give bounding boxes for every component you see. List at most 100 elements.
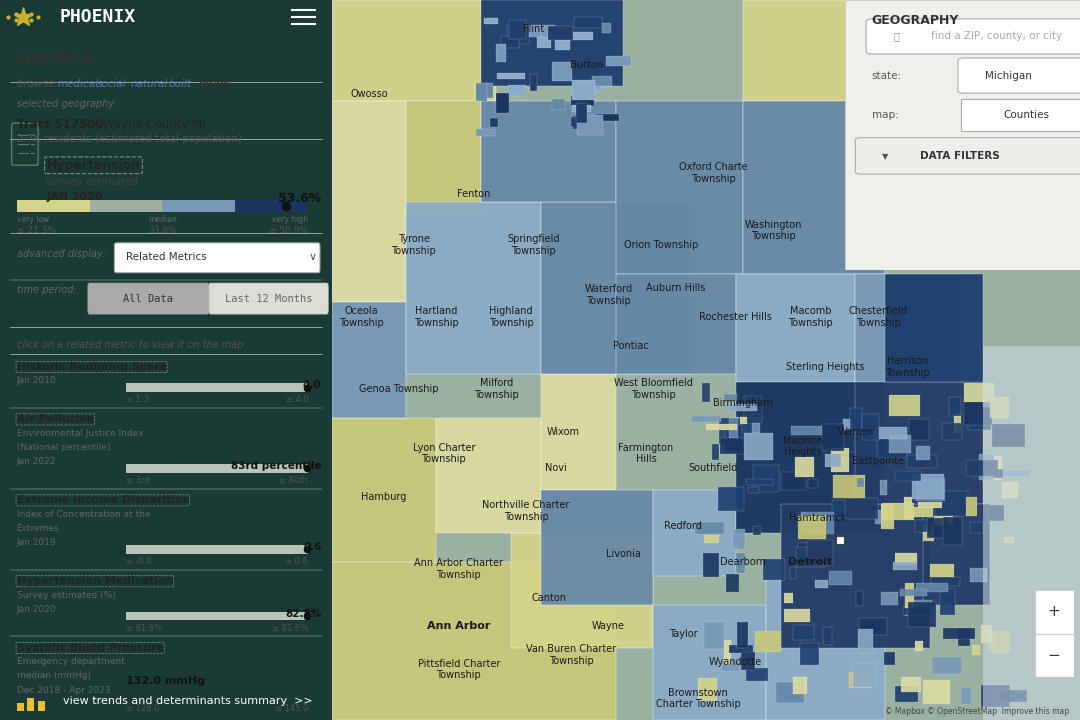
Text: Van Buren Charter
Township: Van Buren Charter Township bbox=[526, 644, 617, 666]
Bar bbox=[481, 83, 494, 98]
Bar bbox=[905, 583, 914, 608]
Text: 4.0: 4.0 bbox=[303, 380, 322, 390]
Text: find a ZIP, county, or city: find a ZIP, county, or city bbox=[931, 32, 1062, 42]
Text: Northville Charter
Township: Northville Charter Township bbox=[483, 500, 570, 522]
Text: Waterford
Township: Waterford Township bbox=[584, 284, 633, 306]
Bar bbox=[862, 414, 879, 440]
Text: DATA FILTERS: DATA FILTERS bbox=[920, 151, 1000, 161]
FancyBboxPatch shape bbox=[866, 19, 1080, 54]
Bar bbox=[691, 416, 721, 422]
Text: Dearborn: Dearborn bbox=[720, 557, 766, 567]
Text: state:: state: bbox=[872, 71, 902, 81]
Text: ∨: ∨ bbox=[309, 251, 316, 261]
Bar bbox=[964, 400, 993, 425]
Text: Sterling Heights: Sterling Heights bbox=[786, 362, 865, 372]
Text: 🔍: 🔍 bbox=[893, 32, 899, 42]
Bar bbox=[832, 500, 858, 518]
Bar bbox=[737, 622, 748, 647]
Text: Warren: Warren bbox=[838, 427, 873, 437]
Bar bbox=[573, 17, 602, 28]
Bar bbox=[753, 465, 779, 492]
Bar bbox=[982, 685, 1010, 708]
Bar bbox=[653, 605, 766, 720]
Text: Milford
Township: Milford Township bbox=[474, 378, 518, 400]
Bar bbox=[704, 622, 724, 649]
Text: Michigan: Michigan bbox=[985, 71, 1031, 81]
Bar bbox=[825, 454, 841, 467]
Text: Survey estimated (%): Survey estimated (%) bbox=[16, 590, 116, 600]
Text: Novi: Novi bbox=[545, 463, 567, 473]
Bar bbox=[922, 504, 990, 605]
Bar bbox=[735, 417, 760, 433]
Bar bbox=[745, 668, 768, 681]
Text: Last 12 Months: Last 12 Months bbox=[225, 294, 312, 304]
Bar bbox=[875, 510, 882, 524]
Text: Hamburg: Hamburg bbox=[362, 492, 407, 502]
Text: PHOENIX: PHOENIX bbox=[59, 8, 136, 26]
Text: Orion Township: Orion Township bbox=[623, 240, 698, 250]
Bar bbox=[916, 582, 948, 592]
Text: Lake
Erie: Lake Erie bbox=[1020, 176, 1043, 198]
Text: very high: very high bbox=[272, 215, 309, 224]
Bar bbox=[566, 32, 593, 40]
Bar bbox=[889, 395, 920, 415]
Text: ≤ 128.0: ≤ 128.0 bbox=[126, 704, 160, 714]
Bar bbox=[793, 626, 813, 641]
Bar bbox=[814, 580, 828, 588]
Text: 82.8%: 82.8% bbox=[285, 608, 322, 618]
Bar bbox=[741, 652, 755, 670]
Text: Dec 2018 - Apr 2023: Dec 2018 - Apr 2023 bbox=[16, 685, 110, 695]
Bar bbox=[725, 425, 742, 451]
Bar bbox=[781, 504, 930, 648]
Text: Owosso: Owosso bbox=[350, 89, 388, 99]
Bar bbox=[616, 274, 735, 374]
Bar bbox=[541, 490, 653, 605]
Bar bbox=[849, 672, 870, 688]
Bar bbox=[822, 424, 843, 451]
Bar bbox=[908, 603, 935, 627]
Text: vitals: vitals bbox=[198, 79, 230, 89]
Text: Birmingham: Birmingham bbox=[713, 398, 773, 408]
Bar bbox=[721, 661, 741, 671]
Bar bbox=[850, 408, 862, 431]
Bar bbox=[703, 554, 719, 577]
Bar bbox=[784, 609, 810, 622]
FancyBboxPatch shape bbox=[208, 283, 328, 314]
Text: ≥ 4.0: ≥ 4.0 bbox=[285, 395, 309, 404]
Bar bbox=[729, 645, 753, 653]
Text: © Mapbox © OpenStreetMap  Improve this map: © Mapbox © OpenStreetMap Improve this ma… bbox=[885, 707, 1069, 716]
Bar bbox=[954, 414, 961, 433]
Text: Livonia: Livonia bbox=[606, 549, 640, 559]
Bar bbox=[594, 83, 603, 91]
Text: Jan 2019: Jan 2019 bbox=[16, 538, 56, 547]
Bar bbox=[235, 200, 309, 212]
Bar bbox=[968, 423, 990, 431]
Text: advanced display:: advanced display: bbox=[16, 248, 106, 258]
Text: Jan 2022: Jan 2022 bbox=[16, 457, 56, 466]
Text: Pontiac: Pontiac bbox=[613, 341, 649, 351]
Bar bbox=[901, 678, 921, 693]
Bar bbox=[570, 117, 585, 127]
Bar bbox=[553, 99, 565, 110]
Text: Historic Redlining Score: Historic Redlining Score bbox=[16, 362, 166, 372]
Text: Detroit: Detroit bbox=[788, 557, 833, 567]
Bar bbox=[743, 433, 772, 460]
Bar bbox=[998, 470, 1030, 477]
Bar bbox=[484, 18, 498, 24]
Text: Wixom: Wixom bbox=[548, 427, 580, 437]
Text: 53.6%: 53.6% bbox=[279, 192, 322, 205]
Text: Extremes: Extremes bbox=[16, 524, 59, 533]
Text: Ann Arbor: Ann Arbor bbox=[427, 621, 490, 631]
Bar bbox=[880, 480, 887, 495]
Bar bbox=[922, 680, 950, 704]
Bar bbox=[743, 0, 886, 101]
Bar bbox=[942, 423, 962, 440]
Text: Canton: Canton bbox=[531, 593, 566, 603]
Bar bbox=[916, 478, 945, 501]
Bar bbox=[989, 505, 1003, 521]
Text: ≥ 81.6%: ≥ 81.6% bbox=[272, 624, 309, 632]
Bar bbox=[332, 418, 436, 562]
Text: 132.0 mmHg: 132.0 mmHg bbox=[126, 675, 205, 685]
Bar bbox=[796, 547, 826, 567]
Bar bbox=[935, 491, 968, 516]
